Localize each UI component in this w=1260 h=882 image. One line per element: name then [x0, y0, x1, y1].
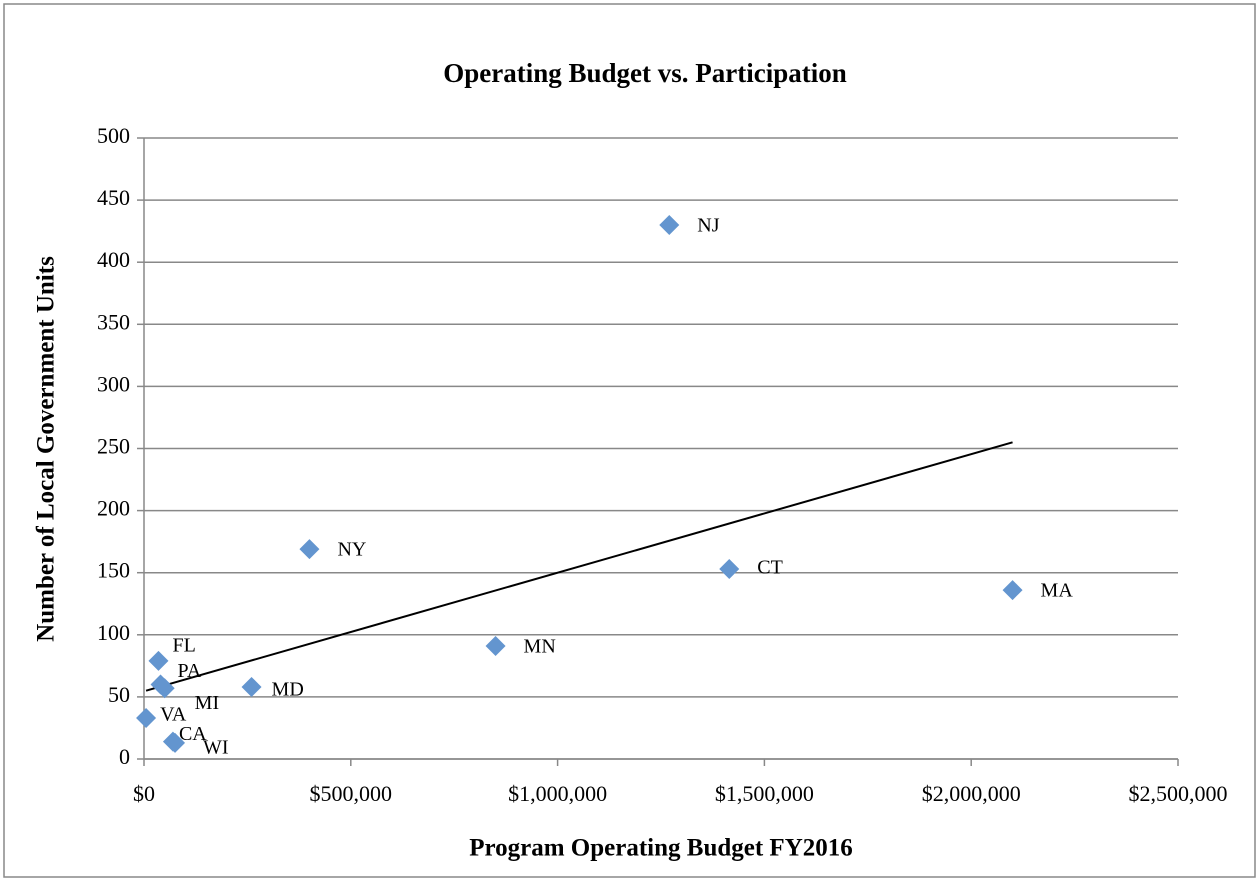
trendline — [145, 441, 1013, 692]
point-label: MD — [272, 679, 304, 701]
x-tick-label: $500,000 — [310, 781, 393, 806]
x-tick-label: $1,500,000 — [715, 781, 814, 806]
point-label: FL — [172, 634, 195, 656]
point — [659, 214, 680, 235]
x-tick-label: $2,000,000 — [922, 781, 1021, 806]
point-label: CA — [179, 723, 207, 745]
y-tick-label: 200 — [97, 496, 130, 521]
y-tick-label: 300 — [97, 371, 130, 396]
y-tick-label: 250 — [97, 434, 130, 459]
y-tick-label: 450 — [97, 185, 130, 210]
x-axis-title: Program Operating Budget FY2016 — [469, 835, 853, 862]
y-tick-label: 400 — [97, 247, 130, 272]
y-tick-label: 100 — [97, 620, 130, 645]
point-label: MA — [1041, 580, 1074, 602]
point-label: WI — [203, 736, 229, 758]
point-label: VA — [160, 704, 187, 726]
x-tick-label: $2,500,000 — [1129, 781, 1228, 806]
point-label: NJ — [697, 215, 719, 237]
y-tick-label: 50 — [108, 682, 130, 707]
x-tick-label: $0 — [133, 781, 155, 806]
point — [148, 650, 169, 671]
point — [719, 558, 740, 579]
point — [241, 676, 262, 697]
chart-border — [3, 3, 1256, 878]
chart-title: Operating Budget vs. Participation — [443, 58, 847, 88]
point — [165, 732, 186, 753]
y-tick-label: 0 — [119, 744, 130, 769]
y-axis-title: Number of Local Government Units — [33, 256, 60, 642]
point-label: PA — [178, 660, 202, 682]
y-tick-label: 500 — [97, 123, 130, 148]
point — [136, 708, 157, 729]
point — [485, 635, 506, 656]
point — [299, 539, 320, 560]
point — [154, 678, 175, 699]
point-label: CT — [757, 557, 783, 579]
point-label: MI — [195, 692, 219, 714]
y-tick-label: 350 — [97, 309, 130, 334]
point-label: NY — [337, 539, 366, 561]
point-label: MN — [524, 636, 556, 658]
y-tick-label: 150 — [97, 558, 130, 583]
point — [1002, 580, 1023, 601]
x-tick-label: $1,000,000 — [508, 781, 607, 806]
